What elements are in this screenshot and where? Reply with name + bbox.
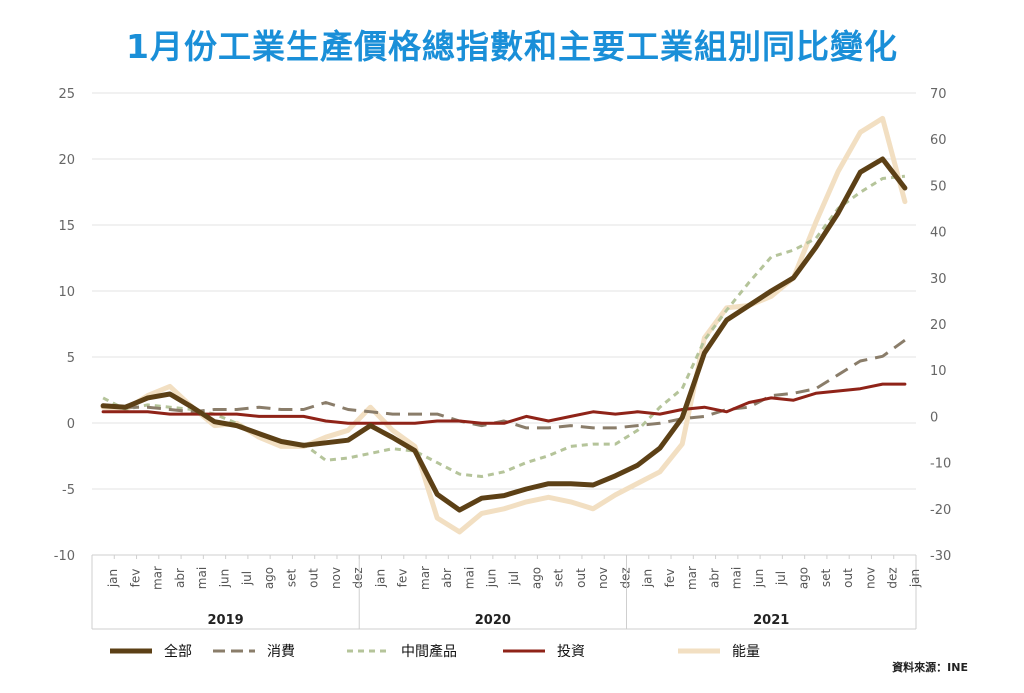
x-tick-label: jun (752, 569, 766, 589)
x-tick-label: jan (106, 569, 120, 588)
x-tick-label: mar (151, 566, 165, 590)
legend-label: 能量 (732, 644, 760, 660)
left-tick-label: 20 (58, 153, 75, 168)
grid-lines (92, 92, 916, 556)
legend-label: 消費 (267, 644, 295, 660)
x-tick-label: mar (685, 566, 699, 590)
x-tick-label: set (819, 569, 833, 588)
x-tick-label: nov (863, 567, 877, 589)
legend-label: 中間產品 (401, 643, 457, 660)
x-tick-label: dez (618, 567, 632, 588)
series-lines (100, 115, 908, 535)
x-tick-label: fev (128, 569, 142, 588)
series-line-2 (102, 338, 906, 430)
series-line-3 (102, 174, 906, 478)
left-tick-label: 10 (58, 285, 75, 300)
left-tick-label: 5 (67, 351, 75, 366)
left-tick-label: 0 (67, 417, 75, 432)
x-tick-label: fev (663, 569, 677, 588)
x-tick-label: jul (240, 571, 254, 586)
left-tick-label: 15 (58, 219, 75, 234)
x-tick-label: mai (730, 567, 744, 589)
left-tick-label: 25 (58, 87, 75, 102)
x-tick-label: out (841, 568, 855, 588)
right-tick-label: -20 (930, 503, 951, 518)
x-tick-label: jan (908, 569, 922, 588)
year-label: 2020 (475, 613, 511, 628)
x-tick-label: jul (507, 571, 521, 586)
x-tick-label: abr (173, 568, 187, 588)
right-tick-label: 20 (930, 318, 947, 333)
x-tick-label: mai (462, 567, 476, 589)
x-tick-label: ago (262, 567, 276, 589)
right-tick-label: 30 (930, 272, 947, 287)
x-tick-label: jan (373, 569, 387, 588)
year-label: 2021 (753, 613, 789, 628)
series-line-4 (101, 382, 907, 425)
chart-title: 1月份工業生產價格總指數和主要工業組別同比變化 (126, 27, 898, 66)
x-tick-label: set (552, 569, 566, 588)
x-tick-label: ago (529, 567, 543, 589)
right-tick-label: -10 (930, 457, 951, 472)
x-tick-label: mai (195, 567, 209, 589)
year-label: 2019 (208, 613, 244, 628)
legend-label: 投資 (557, 644, 585, 660)
right-tick-label: 0 (930, 410, 938, 425)
right-tick-label: 70 (930, 87, 947, 102)
series-line-5 (100, 115, 908, 535)
x-tick-label: abr (440, 568, 454, 588)
right-tick-label: 10 (930, 364, 947, 379)
x-tick-label: jun (217, 569, 231, 589)
x-tick-label: mar (418, 566, 432, 590)
x-tick-label: abr (707, 568, 721, 588)
right-tick-label: -30 (930, 549, 951, 564)
left-axis: 25 20 15 10 5 0 -5 -10 (54, 87, 75, 564)
x-axis: jan fev mar abr mai jun jul ago set out nov dez jan f… (91, 554, 922, 630)
right-tick-label: 50 (930, 179, 947, 194)
legend-label: 全部 (164, 643, 192, 660)
legend: 全部 消費 中間產品 投資 能量 (110, 643, 760, 660)
x-tick-label: nov (596, 567, 610, 589)
x-tick-label: out (574, 568, 588, 588)
x-tick-label: dez (886, 567, 900, 588)
right-axis: 70 60 50 40 30 20 10 0 -10 -20 -30 (930, 87, 951, 564)
x-tick-label: fev (396, 569, 410, 588)
x-tick-label: out (307, 568, 321, 588)
left-tick-label: -10 (54, 549, 75, 564)
x-tick-label: set (284, 569, 298, 588)
series-line-1 (100, 156, 908, 513)
right-tick-label: 60 (930, 133, 947, 148)
x-tick-label: ago (797, 567, 811, 589)
x-tick-label: jun (485, 569, 499, 589)
source-note: 資料來源：INE (892, 661, 968, 674)
x-tick-label: dez (351, 567, 365, 588)
right-tick-label: 40 (930, 226, 947, 241)
left-tick-label: -5 (62, 483, 75, 498)
x-tick-label: jul (774, 571, 788, 586)
x-tick-label: jan (641, 569, 655, 588)
x-tick-label: nov (329, 567, 343, 589)
